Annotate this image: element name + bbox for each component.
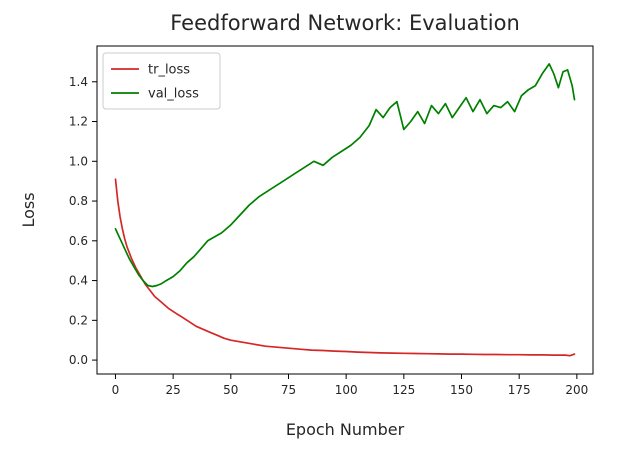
series-line-tr-loss <box>114 178 576 357</box>
legend: tr_loss val_loss <box>102 52 221 110</box>
y-tick-label: 0.0 <box>69 353 88 367</box>
y-tick-label: 0.2 <box>69 313 88 327</box>
x-axis-title: Epoch Number <box>286 420 405 439</box>
x-tick-label: 175 <box>508 383 531 397</box>
chart-title: Feedforward Network: Evaluation <box>170 11 520 35</box>
x-tick-label: 25 <box>165 383 180 397</box>
legend-box <box>102 52 221 110</box>
x-axis: 0 25 50 75 100 125 150 175 200 <box>112 374 588 397</box>
y-tick-label: 0.4 <box>69 274 88 288</box>
x-tick-label: 150 <box>450 383 473 397</box>
x-tick-label: 50 <box>223 383 238 397</box>
x-tick-label: 0 <box>112 383 120 397</box>
series-line-val-loss <box>114 63 576 288</box>
series-layer <box>114 63 576 357</box>
y-axis-title: Loss <box>19 192 38 227</box>
x-tick-label: 125 <box>392 383 415 397</box>
plot-frame <box>96 45 594 375</box>
y-tick-label: 0.6 <box>69 234 88 248</box>
y-tick-label: 1.4 <box>69 75 88 89</box>
x-tick-label: 200 <box>565 383 588 397</box>
x-tick-label: 100 <box>335 383 358 397</box>
y-tick-label: 1.0 <box>69 154 88 168</box>
x-tick-label: 75 <box>281 383 296 397</box>
y-axis: 0.0 0.2 0.4 0.6 0.8 1.0 1.2 1.4 <box>69 75 97 367</box>
legend-label-tr-loss: tr_loss <box>148 63 190 78</box>
y-tick-label: 0.8 <box>69 194 88 208</box>
legend-label-val-loss: val_loss <box>148 87 199 102</box>
y-tick-label: 1.2 <box>69 115 88 129</box>
